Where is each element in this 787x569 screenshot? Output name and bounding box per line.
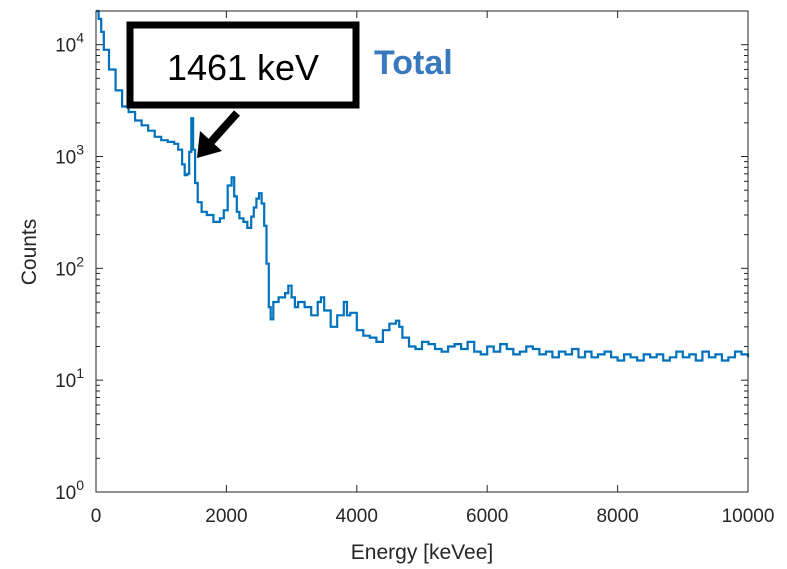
plot-area [95,10,749,493]
y-tick-exponent: 1 [76,365,84,381]
callout-box [126,21,360,109]
callout-label: 1461 keV [167,47,319,88]
y-tick-base: 10 [55,259,76,280]
x-tick-label: 10000 [722,506,775,527]
x-tick-label: 4000 [336,506,378,527]
x-axis-label: Energy [keVee] [351,541,493,564]
y-tick-label: 101 [55,365,84,392]
y-tick-exponent: 2 [76,253,84,269]
y-axis-label: Counts [18,219,41,286]
y-tick-exponent: 0 [76,477,84,493]
y-tick-label: 102 [55,253,84,280]
y-tick-base: 10 [55,371,76,392]
series-line-0 [96,9,750,362]
y-tick-label: 103 [55,141,84,168]
y-tick-exponent: 4 [76,30,84,46]
callout-arrow-shaft [208,110,240,145]
series-layer [96,9,750,362]
x-axis: 0 2000 4000 6000 8000 10000 [91,11,775,527]
callout: 1461 keV [126,21,360,158]
callout-arrow-head [197,131,222,158]
y-tick-label: 104 [55,30,84,57]
y-tick-label: 100 [55,477,84,504]
x-tick-label: 8000 [596,506,638,527]
y-tick-base: 10 [55,36,76,57]
y-tick-base: 10 [55,147,76,168]
y-tick-base: 10 [55,483,76,504]
x-tick-label: 6000 [466,506,508,527]
x-tick-label: 2000 [205,506,247,527]
series-label: Total [374,44,453,82]
x-tick-label: 0 [91,506,102,527]
y-tick-exponent: 3 [76,141,84,157]
